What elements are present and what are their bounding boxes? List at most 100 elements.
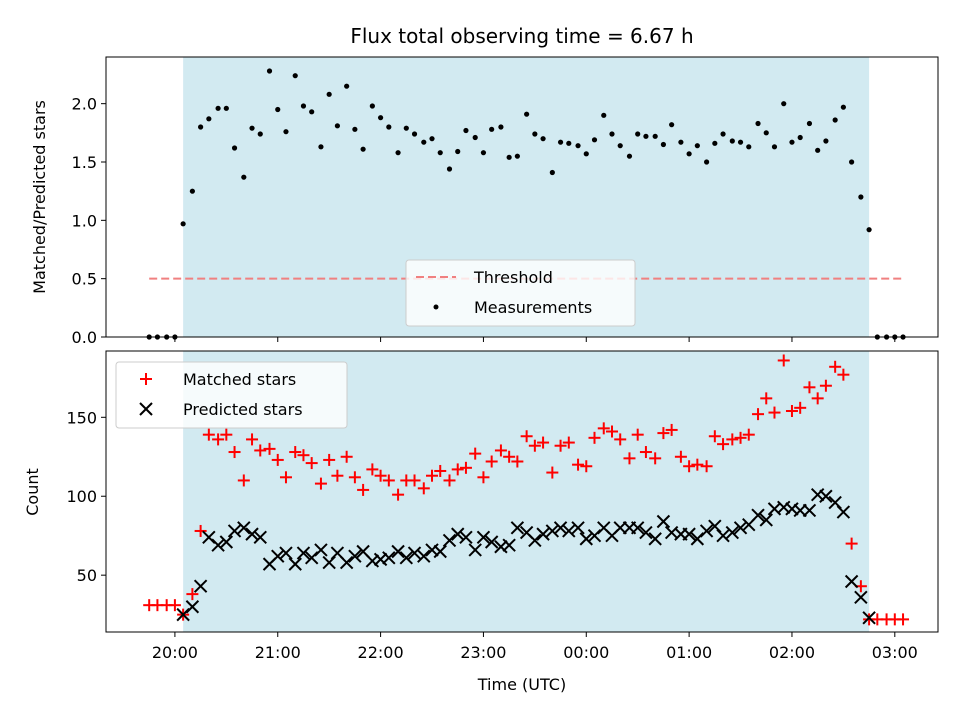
matched-star-point [639, 446, 652, 459]
predicted-star-point [716, 528, 730, 543]
matched-star-point [572, 458, 585, 471]
bottom-x-tick-label: 20:00 [152, 643, 198, 662]
predicted-star-point [751, 508, 765, 522]
matched-star-point [494, 444, 507, 457]
measurement-point [617, 143, 623, 149]
threshold-legend-label: Threshold [473, 268, 553, 287]
predicted-star-point [348, 549, 362, 563]
measurement-point [180, 221, 186, 227]
measurement-point [360, 146, 366, 152]
bottom-x-tick-label: 23:00 [460, 643, 506, 662]
measurement-point [746, 144, 752, 150]
measurement-point [566, 140, 572, 146]
measurement-point [292, 73, 298, 79]
predicted-star-point [433, 544, 447, 559]
measurement-point [455, 148, 461, 155]
measurement-point [318, 144, 324, 150]
measurement-point [421, 139, 427, 145]
measurement-point [549, 169, 555, 176]
predicted-star-point [245, 527, 259, 541]
measurement-point [498, 124, 504, 130]
predicted-star-point [502, 538, 516, 552]
matched-star-point [829, 360, 842, 373]
matched-star-point [469, 447, 482, 460]
measurement-point [686, 151, 692, 157]
matched-star-point [562, 436, 575, 449]
measurement-point [249, 125, 255, 131]
matched-star-point [760, 392, 773, 405]
matched-star-point [734, 431, 747, 444]
predicted-legend-label: Predicted stars [183, 400, 303, 419]
predicted-star-point [468, 543, 482, 557]
predicted-star-point [648, 532, 662, 546]
bottom-y-tick-label: 50 [77, 566, 97, 585]
measurement-point [609, 131, 615, 137]
measurement-point [266, 68, 273, 74]
measurement-point [429, 136, 435, 142]
predicted-star-point [699, 524, 714, 538]
top-legend: Threshold Measurements [405, 259, 636, 327]
top-y-tick-label: 2.0 [72, 95, 97, 114]
predicted-star-point [836, 505, 851, 519]
measurement-point [489, 126, 495, 132]
predicted-star-point [185, 600, 200, 614]
matched-star-point [392, 488, 405, 501]
bottom-y-tick-label: 150 [66, 408, 97, 427]
predicted-star-point [271, 549, 285, 563]
matched-stars-points [143, 354, 910, 626]
measurement-point [815, 147, 821, 153]
matched-star-point [220, 428, 233, 441]
measurement-point [198, 124, 204, 130]
measurement-point [601, 112, 607, 118]
measurement-point [540, 136, 546, 142]
matched-star-point [459, 461, 472, 474]
predicted-star-point [237, 521, 251, 535]
measurement-point [275, 106, 281, 113]
measurement-point [797, 134, 803, 141]
predicted-star-point [399, 551, 414, 565]
predicted-star-point [656, 514, 671, 529]
measurement-point [712, 140, 718, 146]
measurement-point [704, 159, 710, 165]
matched-star-point [649, 452, 662, 465]
bottom-y-axis-label: Count [23, 468, 42, 516]
matched-star-point [434, 464, 447, 477]
measurement-point [206, 116, 212, 122]
matched-star-point [819, 379, 832, 392]
predicted-star-point [382, 551, 396, 565]
predicted-star-point [391, 544, 405, 559]
top-y-tick-label: 0.0 [72, 328, 97, 347]
measurement-point [524, 111, 530, 117]
matched-star-point [631, 428, 644, 441]
matched-star-point [777, 354, 790, 367]
matched-star-point [554, 439, 567, 452]
matched-star-point [803, 381, 816, 394]
matched-star-point [605, 425, 618, 438]
predicted-star-point [459, 530, 473, 544]
matched-star-point [348, 471, 361, 484]
measurement-point [369, 103, 375, 109]
bottom-legend-box [115, 361, 348, 429]
matched-star-point [374, 469, 387, 482]
matched-star-point [408, 474, 421, 487]
x-axis-label: Time (UTC) [477, 675, 566, 694]
measurement-point [257, 131, 263, 137]
top-y-tick-label: 1.0 [72, 211, 97, 230]
matched-star-point [794, 401, 807, 414]
predicted-star-point [314, 543, 328, 557]
measurement-point [189, 188, 195, 194]
predicted-star-point [819, 489, 833, 503]
matched-star-point [314, 477, 327, 490]
matched-star-point [254, 444, 267, 457]
bottom-panel: 50 100 150 20:00 21:00 22:00 23:00 00:00 01:00 0… [23, 350, 939, 694]
predicted-star-point [553, 521, 568, 535]
predicted-star-point [227, 524, 242, 538]
bottom-x-tick-label: 03:00 [872, 643, 918, 662]
bottom-x-tick-label: 02:00 [769, 643, 815, 662]
measurement-point [215, 105, 221, 111]
measurement-point [583, 151, 589, 157]
matched-star-point [785, 404, 798, 417]
predicted-star-point [510, 521, 525, 535]
measurement-point [241, 174, 247, 180]
matched-star-point [520, 430, 533, 443]
